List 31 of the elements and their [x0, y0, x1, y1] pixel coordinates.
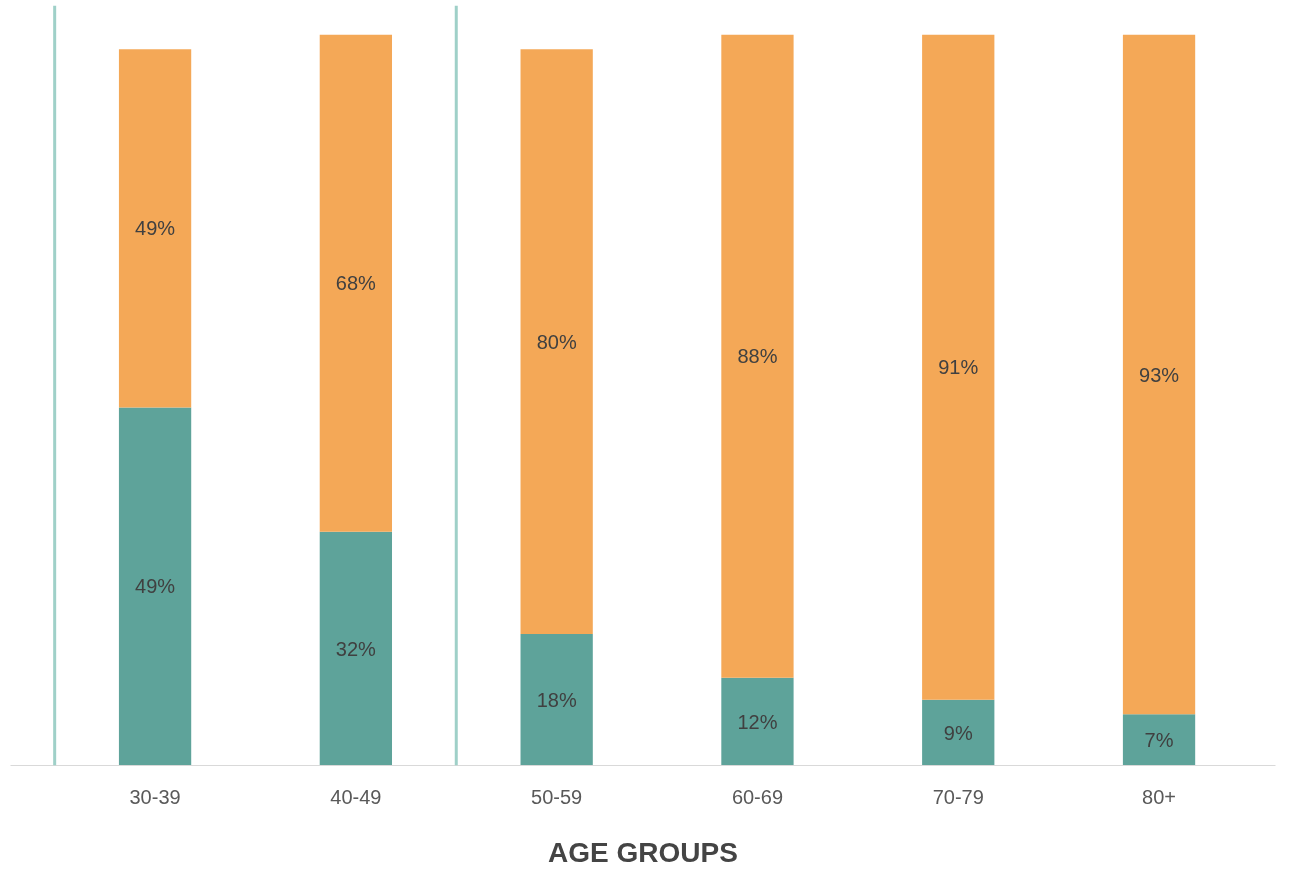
x-tick-label: 60-69: [731, 785, 784, 808]
data-label: 18%: [536, 688, 577, 711]
data-label: 68%: [335, 272, 377, 295]
data-label: 91%: [938, 356, 979, 379]
bar: [922, 699, 995, 766]
x-tick-label: 40-49: [330, 785, 382, 808]
data-label: 49%: [135, 575, 176, 598]
x-tick-label: 80+: [1142, 785, 1177, 808]
data-label: 49%: [135, 217, 176, 240]
data-label: 9%: [943, 721, 973, 744]
bar: [1122, 714, 1196, 766]
x-tick-label: 70-79: [932, 785, 984, 808]
bar: [319, 531, 393, 766]
bar: [520, 633, 593, 766]
bar: [1122, 34, 1196, 715]
bar: [118, 49, 192, 408]
bar: [118, 407, 192, 766]
data-label: 32%: [335, 637, 377, 660]
data-label: 12%: [737, 710, 778, 733]
bar: [922, 34, 995, 700]
data-label: 88%: [737, 345, 778, 368]
bar: [319, 34, 393, 532]
data-label: 7%: [1144, 728, 1174, 751]
x-axis-title: AGE GROUPS: [548, 836, 738, 868]
data-label: 80%: [536, 330, 577, 353]
x-tick-label: 50-59: [531, 785, 583, 808]
data-label: 93%: [1139, 363, 1180, 386]
bar: [520, 49, 593, 634]
x-tick-label: 30-39: [129, 785, 181, 808]
bar: [721, 677, 794, 766]
bar: [721, 34, 794, 678]
